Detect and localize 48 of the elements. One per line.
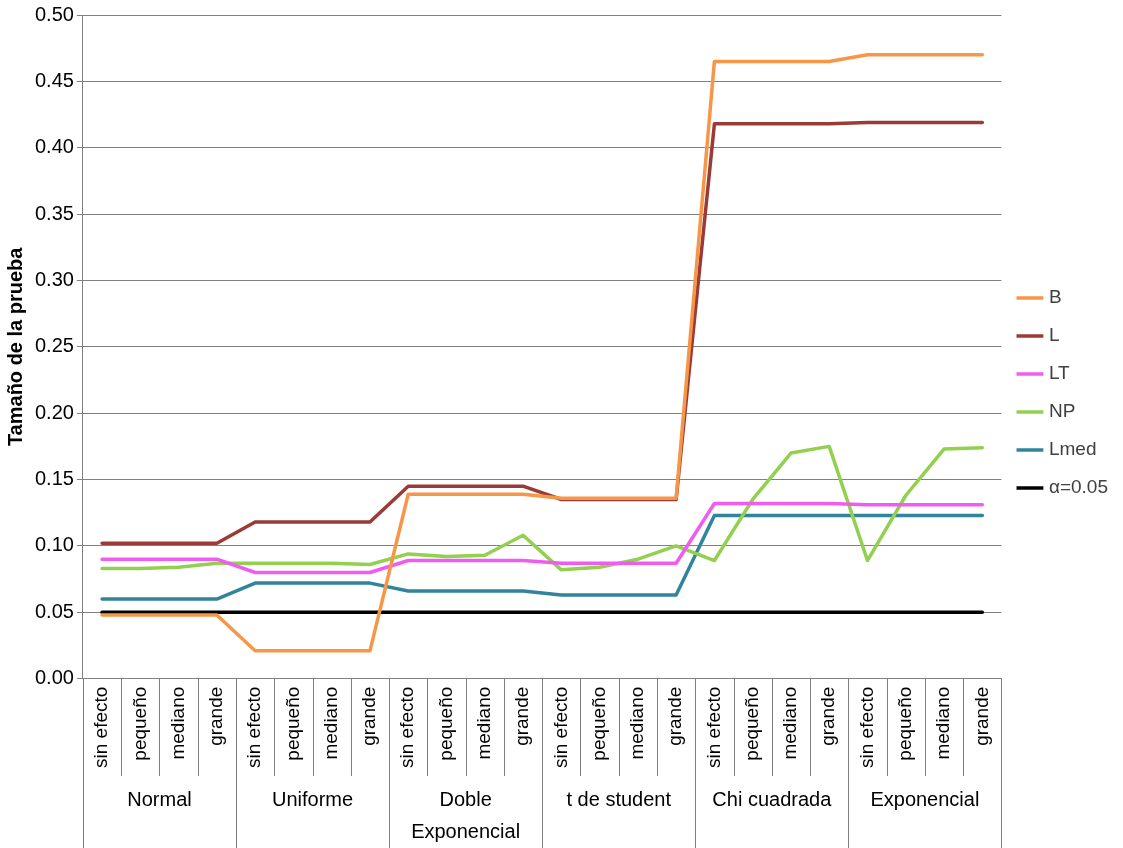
y-axis-title: Tamaño de la prueba	[3, 246, 26, 447]
x-tick-label: mediano	[319, 686, 341, 760]
x-tick-label: grande	[358, 686, 380, 746]
x-tick-label: grande	[817, 686, 839, 746]
legend-label: Lmed	[1048, 438, 1097, 460]
legend-label: NP	[1048, 400, 1076, 422]
text: Exponencial	[870, 787, 980, 810]
y-tick-label: 0.50	[34, 2, 74, 25]
x-tick-label: pequeño	[434, 686, 456, 761]
text: t de student	[566, 787, 672, 810]
legend-label: α=0.05	[1048, 476, 1108, 498]
legend-label: B	[1048, 286, 1062, 308]
y-tick-label: 0.45	[34, 68, 74, 91]
x-tick-label: pequeño	[894, 686, 915, 761]
y-tick-label: 0.00	[34, 666, 74, 689]
y-tick-label: 0.05	[34, 599, 74, 622]
x-tick-label: grande	[511, 686, 533, 746]
x-tick-label: sin efecto	[243, 686, 265, 768]
y-tick-label: 0.15	[34, 467, 74, 490]
x-tick-label: mediano	[932, 686, 954, 760]
text: Doble Exponencial	[411, 787, 521, 842]
y-tick-label: 0.35	[34, 201, 74, 224]
x-tick-label: mediano	[166, 686, 188, 760]
legend-label: LT	[1048, 362, 1071, 384]
x-tick-label: grande	[664, 686, 686, 746]
y-tick-label: 0.20	[34, 400, 74, 423]
x-tick-label: pequeño	[128, 686, 150, 761]
x-tick-label: pequeño	[281, 686, 303, 761]
x-tick-label: grande	[205, 686, 227, 746]
x-tick-label: grande	[970, 686, 992, 746]
x-tick-label: mediano	[473, 686, 495, 760]
y-tick-label: 0.30	[34, 267, 74, 290]
x-tick-label: sin efecto	[549, 686, 571, 768]
text: Uniforme	[271, 787, 354, 810]
y-tick-label: 0.25	[34, 334, 74, 357]
x-tick-label: sin efecto	[702, 686, 724, 768]
text: Chi cuadrada	[712, 787, 833, 810]
x-tick-label: mediano	[626, 686, 648, 760]
x-tick-label: sin efecto	[396, 686, 418, 768]
x-tick-label: mediano	[779, 686, 801, 760]
y-tick-label: 0.40	[34, 135, 74, 158]
x-tick-label: sin efecto	[855, 686, 877, 768]
x-tick-label: pequeño	[587, 686, 609, 761]
y-tick-label: 0.10	[34, 533, 74, 556]
x-tick-label: sin efecto	[90, 686, 112, 768]
legend-label: L	[1048, 324, 1060, 346]
text: Normal	[127, 787, 192, 810]
x-tick-label: pequeño	[740, 686, 762, 761]
